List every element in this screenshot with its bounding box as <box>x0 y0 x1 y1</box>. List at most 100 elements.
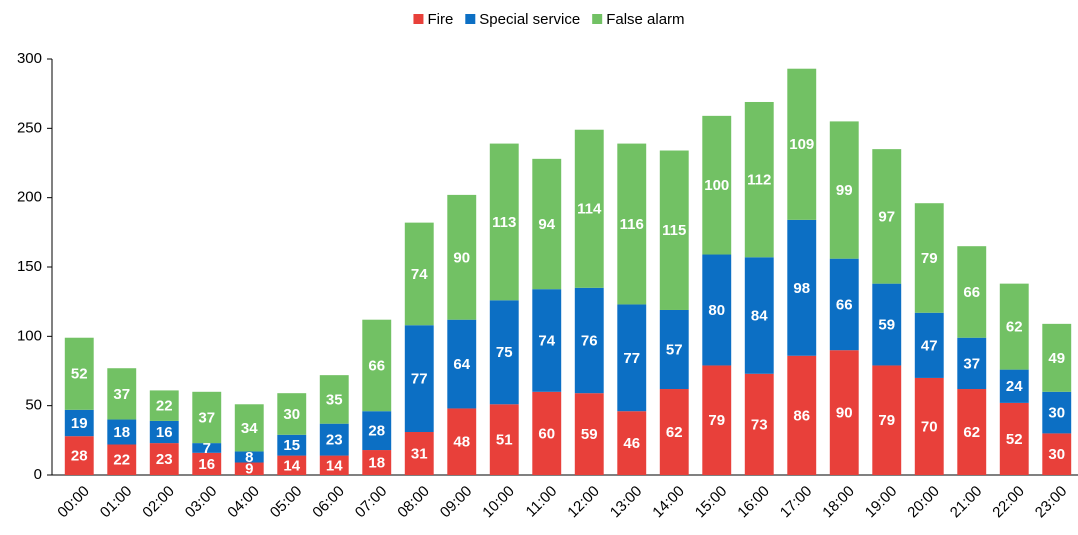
legend-label: False alarm <box>606 11 684 28</box>
bar-segment <box>107 444 137 475</box>
value-label: 30 <box>1048 405 1065 422</box>
bar-segment <box>489 300 519 405</box>
bar-segment <box>362 319 392 412</box>
bar-segment <box>64 436 94 475</box>
bar-segment <box>1042 323 1072 392</box>
value-label: 77 <box>623 350 640 367</box>
value-label: 99 <box>836 182 853 199</box>
bar-segment <box>574 129 604 288</box>
value-label: 116 <box>620 216 644 233</box>
x-tick-label: 08:00 <box>394 483 433 522</box>
bar-segment <box>149 443 179 475</box>
value-label: 18 <box>113 424 130 441</box>
bar-segment <box>574 393 604 475</box>
bar-segment <box>872 149 902 284</box>
value-label: 98 <box>793 280 810 297</box>
bar-segment <box>702 115 732 255</box>
y-tick-label: 200 <box>17 189 42 206</box>
bar-segment <box>64 337 94 410</box>
bar-segment <box>149 420 179 444</box>
value-label: 79 <box>878 412 895 429</box>
y-tick-label: 250 <box>17 119 42 136</box>
x-tick-label: 15:00 <box>692 483 731 522</box>
value-label: 70 <box>921 418 938 435</box>
legend-label: Special service <box>479 11 580 28</box>
x-tick-label: 03:00 <box>182 483 221 522</box>
y-tick-label: 150 <box>17 258 42 275</box>
bar-segment <box>957 389 987 475</box>
x-tick-label: 07:00 <box>352 483 391 522</box>
value-label: 37 <box>963 355 980 372</box>
value-label: 48 <box>453 434 470 451</box>
bar-segment <box>447 319 477 409</box>
x-tick-label: 18:00 <box>819 483 858 522</box>
value-label: 9 <box>245 461 253 478</box>
x-tick-label: 21:00 <box>947 483 986 522</box>
bar-segment <box>787 355 817 475</box>
value-label: 76 <box>581 332 598 349</box>
x-tick-label: 02:00 <box>139 483 178 522</box>
x-tick-label: 23:00 <box>1032 483 1071 522</box>
value-label: 64 <box>453 356 470 373</box>
bar-segment <box>659 150 689 310</box>
bar-segment <box>744 257 774 374</box>
bar-segment <box>1042 391 1072 434</box>
x-tick-label: 04:00 <box>224 483 263 522</box>
bar-segment <box>489 143 519 301</box>
value-label: 66 <box>368 357 385 374</box>
value-label: 34 <box>241 420 258 437</box>
bar-segment <box>1042 433 1072 475</box>
value-label: 8 <box>245 449 253 466</box>
value-label: 75 <box>496 344 513 361</box>
value-label: 30 <box>283 406 300 423</box>
bar-segment <box>277 455 307 475</box>
x-tick-label: 20:00 <box>904 483 943 522</box>
value-label: 113 <box>492 214 516 231</box>
value-label: 112 <box>747 172 771 189</box>
value-label: 28 <box>368 423 385 440</box>
bar-segment <box>914 377 944 475</box>
bar-segment <box>404 432 434 475</box>
value-label: 90 <box>836 405 853 422</box>
value-label: 16 <box>156 424 173 441</box>
value-label: 59 <box>581 426 598 443</box>
value-label: 14 <box>326 457 343 474</box>
value-label: 79 <box>921 250 938 267</box>
bar-segment <box>702 254 732 366</box>
value-label: 59 <box>878 317 895 334</box>
value-label: 66 <box>836 296 853 313</box>
bar-segment <box>319 375 349 424</box>
value-label: 66 <box>963 284 980 301</box>
bar-segment <box>914 203 944 313</box>
x-tick-label: 13:00 <box>607 483 646 522</box>
value-label: 22 <box>156 398 173 415</box>
value-label: 52 <box>71 366 88 383</box>
value-label: 37 <box>198 409 215 426</box>
value-label: 94 <box>538 216 555 233</box>
value-label: 77 <box>411 371 428 388</box>
bar-segment <box>277 393 307 435</box>
bar-segment <box>872 283 902 366</box>
bar-segment <box>404 222 434 326</box>
x-tick-label: 12:00 <box>564 483 603 522</box>
bar-segment <box>277 434 307 456</box>
bar-segment <box>404 325 434 433</box>
x-tick-label: 11:00 <box>523 483 561 521</box>
value-label: 19 <box>71 415 88 432</box>
value-label: 30 <box>1048 446 1065 463</box>
x-tick-label: 06:00 <box>309 483 348 522</box>
value-label: 16 <box>198 456 215 473</box>
value-label: 114 <box>577 201 602 218</box>
bar-segment <box>192 443 222 453</box>
x-tick-label: 14:00 <box>649 483 688 522</box>
value-label: 14 <box>283 457 300 474</box>
value-label: 97 <box>878 208 895 225</box>
value-label: 22 <box>113 452 130 469</box>
x-tick-label: 00:00 <box>54 483 93 522</box>
value-label: 62 <box>1006 319 1023 336</box>
value-label: 37 <box>113 386 130 403</box>
value-label: 84 <box>751 308 768 325</box>
value-label: 80 <box>708 302 725 319</box>
value-label: 31 <box>411 445 428 462</box>
